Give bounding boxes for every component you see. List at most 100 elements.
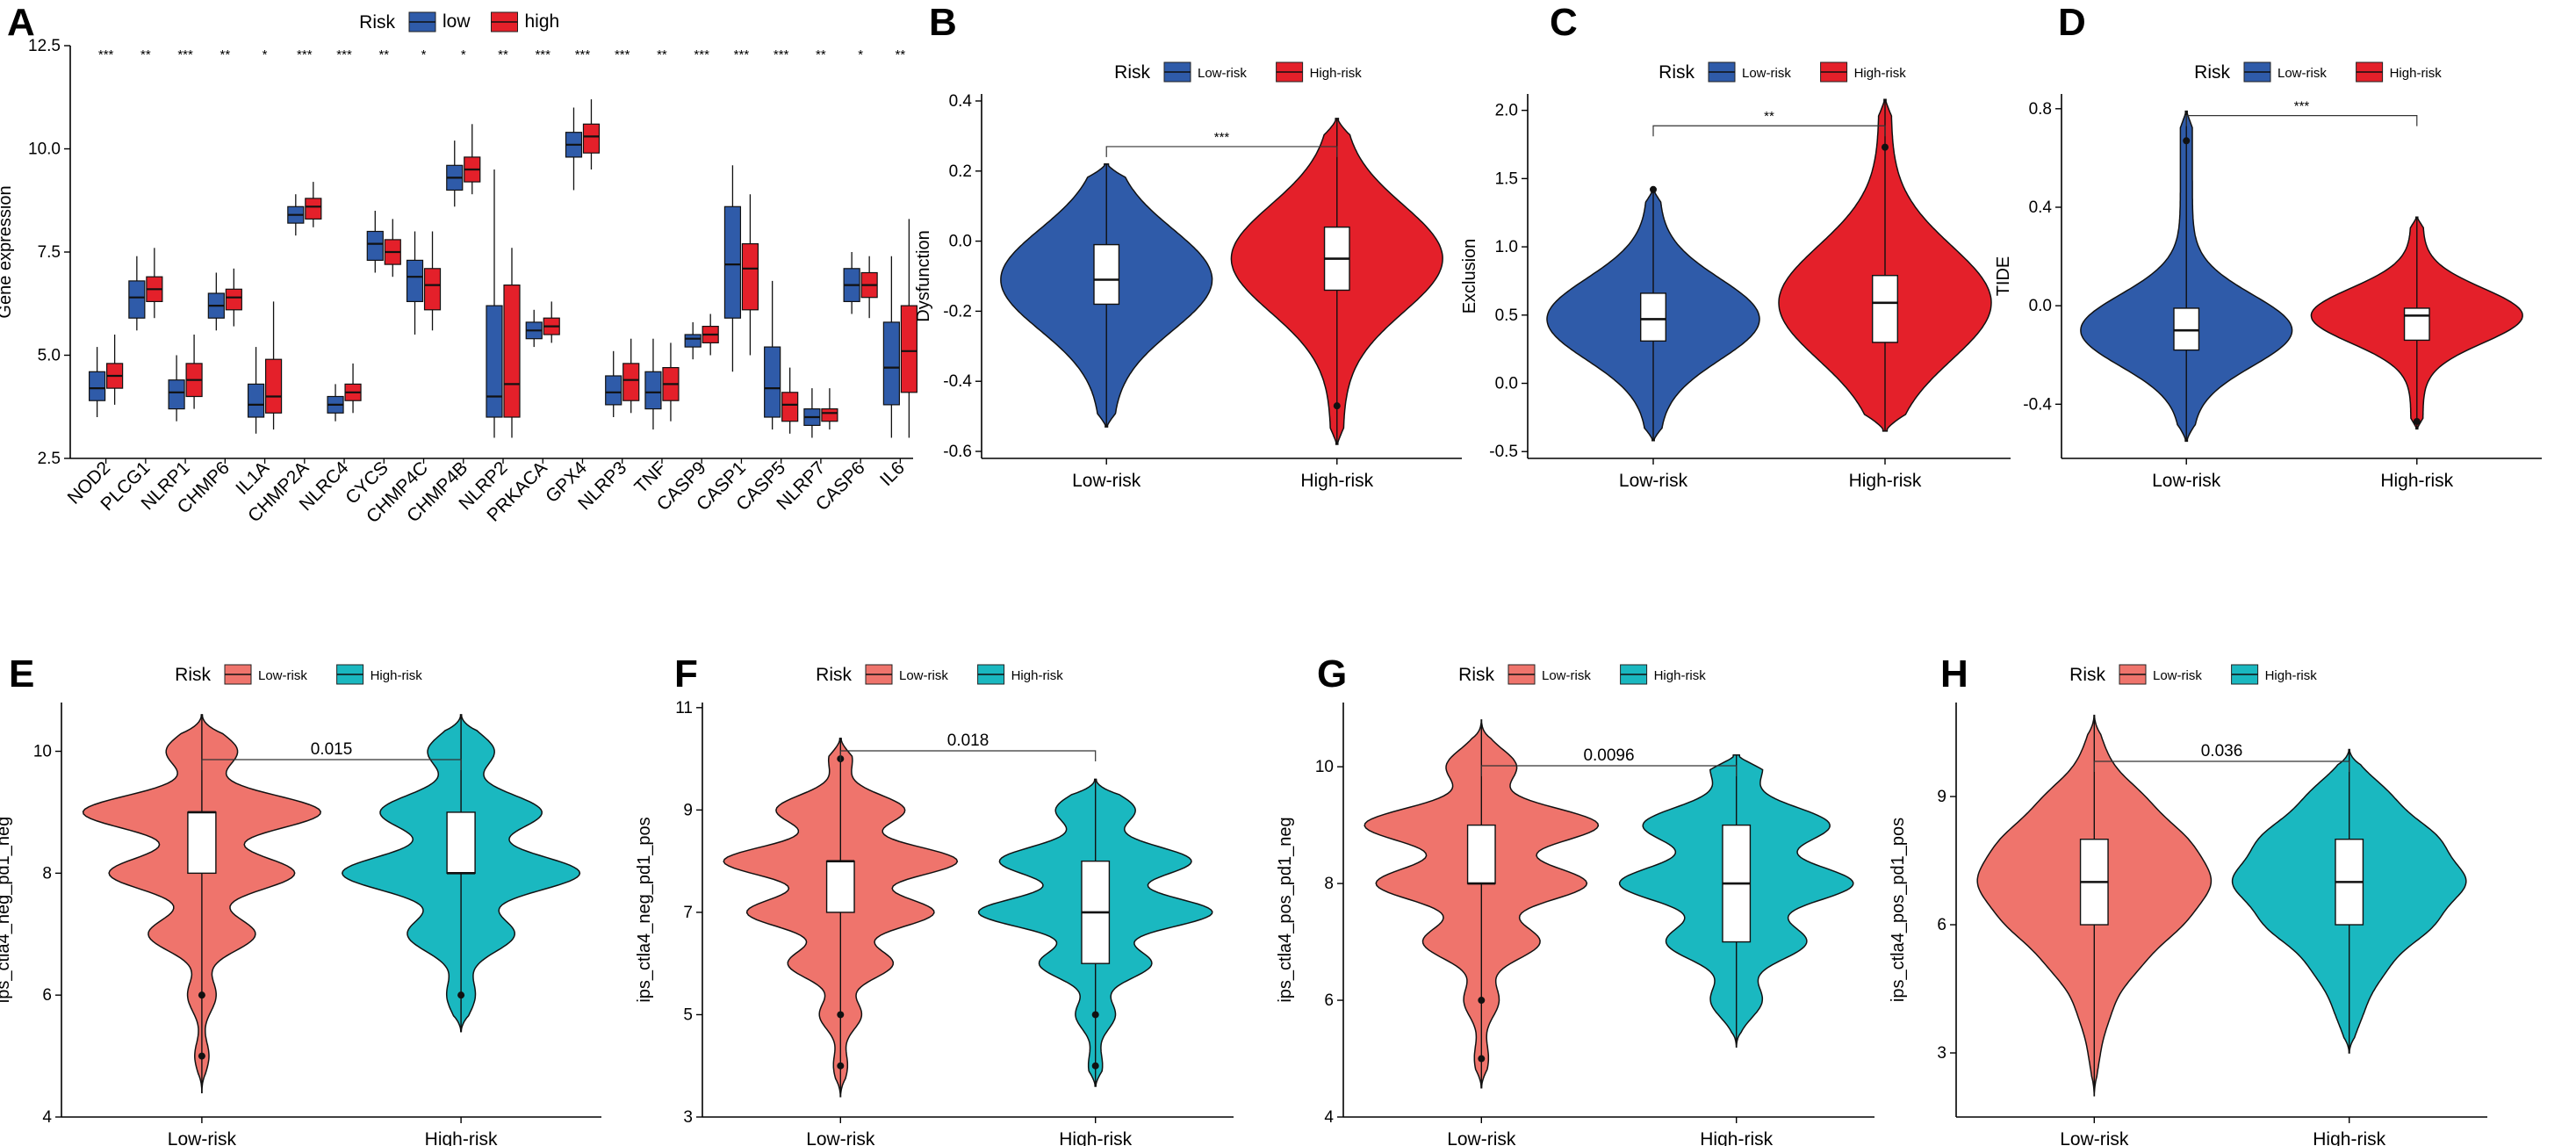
y-axis-title: ips_ctla4_neg_pd1_pos <box>635 817 654 1002</box>
comparison-bracket <box>1480 765 1738 776</box>
legend-label-low-risk: Low-risk <box>1198 66 1247 81</box>
legend-title: Risk <box>2194 62 2230 83</box>
violin-low-risk <box>1000 163 1213 428</box>
y-tick-label: 3 <box>683 1108 693 1127</box>
violin-box <box>2403 307 2430 342</box>
box-body <box>406 259 424 302</box>
box-body <box>882 321 900 406</box>
violin-low-risk <box>723 738 959 1098</box>
box-body <box>423 268 442 311</box>
box-chmp4b-high <box>464 124 481 195</box>
box-chmp6-low <box>207 272 225 331</box>
violin-low-risk <box>2080 110 2293 443</box>
x-tick-label-high-risk: High-risk <box>1849 471 1922 491</box>
p-value-label: 0.018 <box>947 732 989 750</box>
violin-box <box>446 811 476 875</box>
box-tnf-low <box>644 338 662 430</box>
legend-title: Risk <box>1659 62 1695 83</box>
outlier-point <box>1882 143 1889 151</box>
box-casp5-high <box>781 367 799 434</box>
violin-box <box>1639 292 1666 342</box>
y-tick-label: 6 <box>42 986 52 1005</box>
legend-title: Risk <box>1114 62 1150 83</box>
p-value-label: 0.036 <box>2201 742 2243 760</box>
legend-title: Risk <box>816 665 852 685</box>
outlier-point <box>837 1011 845 1019</box>
legend-label-low: low <box>443 11 471 32</box>
significance-nlrp2: ** <box>498 47 508 62</box>
panel-label-H: H <box>1940 652 1968 696</box>
box-gpx4-low <box>565 107 583 191</box>
significance-gpx4: *** <box>575 47 591 62</box>
y-tick-label: 11 <box>675 699 693 717</box>
outlier-point <box>1333 402 1341 410</box>
significance-label: *** <box>1214 130 1230 145</box>
box-body <box>723 205 742 319</box>
p-value-label: 0.0096 <box>1583 746 1634 765</box>
y-axis-title: Dysfunction <box>914 230 933 322</box>
significance-il6: ** <box>896 47 906 62</box>
significance-nlrp7: ** <box>816 47 826 62</box>
y-axis-title: ips_ctla4_neg_pd1_neg <box>0 817 13 1003</box>
y-tick-label: 2.0 <box>1495 102 1518 120</box>
violin-high-risk <box>1618 754 1854 1048</box>
box-plcg1-high <box>146 248 163 319</box>
significance-il1a: * <box>263 47 268 62</box>
box-body <box>644 371 662 410</box>
x-tick-label-low-risk: Low-risk <box>1619 471 1688 491</box>
box-cycs-high <box>384 219 401 277</box>
box-nlrp3-high <box>622 338 640 414</box>
violin-low-risk <box>1364 719 1600 1089</box>
violin-high-risk <box>342 714 581 1033</box>
panel-label-A: A <box>7 1 35 44</box>
y-tick-label: 0.4 <box>949 92 973 111</box>
y-tick-label: -0.2 <box>943 302 972 321</box>
significance-casp5: *** <box>774 47 789 62</box>
box-casp5-low <box>764 280 781 430</box>
box-nlrp7-low <box>803 388 821 438</box>
x-tick-label-high-risk: High-risk <box>425 1129 498 1146</box>
violin-high-risk <box>977 778 1213 1087</box>
legend-label-low-risk: Low-risk <box>899 668 948 683</box>
x-tick-label-il6: IL6 <box>876 458 909 490</box>
box-casp6-high <box>860 256 878 319</box>
y-tick-label: 7.5 <box>38 243 61 262</box>
legend-title: Risk <box>175 665 211 685</box>
x-tick-label-high-risk: High-risk <box>2313 1129 2385 1146</box>
x-tick-label-low-risk: Low-risk <box>2060 1129 2129 1146</box>
legend-label-low-risk: Low-risk <box>258 668 307 683</box>
y-tick-label: 1.5 <box>1495 169 1518 188</box>
outlier-point <box>1478 1055 1486 1063</box>
outlier-point <box>1478 997 1486 1005</box>
panel-H: H Risk Low-risk High-risk 3 6 9 ips_ctla4_pos_p… <box>1889 652 2487 1146</box>
y-tick-label: 6 <box>1324 991 1334 1010</box>
box-body <box>605 375 622 406</box>
box-chmp4b-low <box>446 141 464 207</box>
y-axis-title: ips_ctla4_pos_pd1_neg <box>1276 817 1295 1002</box>
outlier-point <box>2413 417 2421 425</box>
box-nlrc4-low <box>327 384 344 422</box>
y-axis-title: Exclusion <box>1460 239 1479 314</box>
significance-label: *** <box>2294 99 2310 114</box>
y-tick-label: 2.5 <box>38 450 61 468</box>
box-il6-low <box>882 256 900 438</box>
y-axis-title: ips_ctla4_pos_pd1_pos <box>1889 818 1908 1002</box>
y-tick-label: 8 <box>42 864 52 883</box>
box-chmp4c-low <box>406 231 424 335</box>
y-tick-label: 5.0 <box>38 347 61 365</box>
violin-box <box>187 811 217 875</box>
legend-label-high-risk: High-risk <box>1854 66 1907 81</box>
y-axis-title: Gene expression <box>0 185 15 318</box>
box-body <box>89 371 106 401</box>
legend-title: Risk <box>359 12 395 32</box>
box-body <box>225 288 242 311</box>
outlier-point <box>198 1052 205 1060</box>
y-tick-label: 10 <box>33 743 52 761</box>
box-tnf-high <box>662 342 680 422</box>
outlier-point <box>457 991 465 999</box>
y-tick-label: 9 <box>683 801 693 819</box>
box-nlrp2-low <box>486 169 503 438</box>
x-tick-label-low-risk: Low-risk <box>2152 471 2221 491</box>
y-tick-label: 9 <box>1937 788 1946 806</box>
outlier-point <box>837 1062 845 1070</box>
